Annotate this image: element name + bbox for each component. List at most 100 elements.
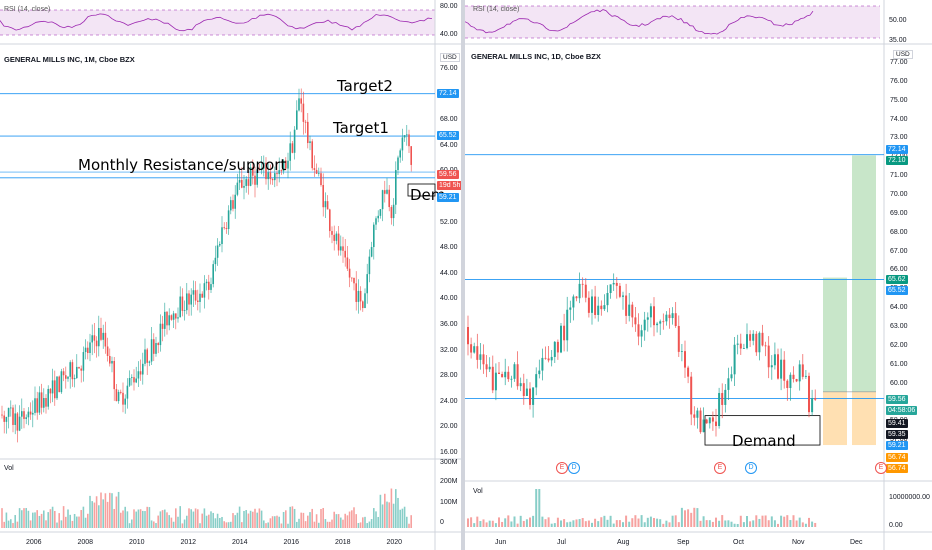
candle-body bbox=[186, 293, 188, 311]
candle-body bbox=[482, 354, 485, 365]
earnings-event-icon[interactable]: E bbox=[714, 462, 726, 474]
volume-bar bbox=[764, 515, 767, 527]
volume-bar bbox=[10, 519, 12, 528]
candle-body bbox=[615, 282, 618, 286]
volume-bar bbox=[285, 510, 287, 528]
earnings-event-icon[interactable]: E bbox=[875, 462, 887, 474]
candle-body bbox=[498, 372, 500, 375]
volume-bar bbox=[693, 507, 696, 527]
candle-body bbox=[256, 169, 258, 185]
volume-label[interactable]: Vol bbox=[473, 488, 483, 495]
candle-body bbox=[214, 257, 217, 265]
rsi-indicator-label[interactable]: RSI (14, close) bbox=[473, 6, 520, 13]
volume-bar bbox=[739, 515, 742, 527]
volume-bar bbox=[203, 508, 206, 528]
candle-body bbox=[541, 357, 544, 371]
candle-body bbox=[739, 343, 742, 349]
currency-label: USD bbox=[440, 53, 460, 62]
vol-axis-300m: 300M bbox=[440, 459, 458, 466]
candle-body bbox=[25, 417, 27, 419]
volume-bar bbox=[144, 511, 146, 528]
volume-bar bbox=[529, 517, 531, 527]
daily-chart-canvas[interactable] bbox=[465, 0, 932, 550]
candle-body bbox=[76, 366, 78, 379]
volume-label[interactable]: Vol bbox=[4, 465, 14, 472]
monthly-chart-panel[interactable]: RSI (14, close) 80.00 40.00 GENERAL MILL… bbox=[0, 0, 461, 550]
target2-annotation[interactable]: Target2 bbox=[337, 77, 393, 95]
panel-divider[interactable] bbox=[461, 0, 465, 550]
rsi-indicator-label[interactable]: RSI (14, close) bbox=[4, 6, 51, 13]
demand-annotation[interactable]: Dem bbox=[410, 186, 446, 204]
volume-bar bbox=[150, 520, 153, 528]
dividend-event-icon[interactable]: D bbox=[568, 462, 580, 474]
rsi-axis-80: 80.00 bbox=[440, 3, 458, 10]
candle-body bbox=[792, 374, 795, 380]
volume-bar bbox=[513, 516, 516, 527]
candle-body bbox=[65, 375, 67, 379]
candle-body bbox=[507, 371, 510, 380]
volume-bar bbox=[504, 518, 507, 527]
candle-body bbox=[155, 343, 157, 354]
demand-annotation[interactable]: Demand bbox=[732, 432, 796, 450]
volume-bar bbox=[501, 521, 504, 527]
candle-body bbox=[742, 348, 745, 349]
monthly-chart-canvas[interactable] bbox=[0, 0, 461, 550]
volume-bar bbox=[131, 519, 133, 528]
volume-bar bbox=[355, 514, 357, 528]
volume-bar bbox=[649, 516, 652, 527]
volume-bar bbox=[307, 515, 309, 528]
volume-bar bbox=[126, 511, 129, 528]
candle-body bbox=[177, 317, 179, 319]
volume-bar bbox=[274, 516, 276, 528]
candle-body bbox=[375, 218, 377, 225]
dividend-event-icon[interactable]: D bbox=[745, 462, 757, 474]
support-price-label: 59.21 bbox=[886, 441, 908, 450]
monthly-resistance-annotation[interactable]: Monthly Resistance/support bbox=[78, 156, 287, 174]
volume-bar bbox=[569, 521, 572, 527]
earnings-event-icon[interactable]: E bbox=[556, 462, 568, 474]
volume-bar bbox=[340, 517, 342, 528]
candle-body bbox=[87, 347, 89, 354]
candle-body bbox=[789, 374, 792, 389]
volume-bar bbox=[34, 512, 36, 528]
volume-bar bbox=[238, 506, 241, 528]
candle-body bbox=[563, 325, 566, 341]
candle-body bbox=[362, 301, 364, 309]
volume-bar bbox=[662, 523, 665, 527]
candle-body bbox=[594, 296, 597, 315]
candle-body bbox=[368, 256, 371, 275]
daily-chart-panel[interactable]: RSI (14, close) 50.00 35.00 GENERAL MILL… bbox=[465, 0, 932, 550]
rsi-axis-50: 50.00 bbox=[889, 17, 907, 24]
volume-bar bbox=[168, 515, 170, 528]
price-tick: 60.00 bbox=[890, 379, 908, 387]
volume-bar bbox=[5, 512, 8, 528]
volume-bar bbox=[14, 515, 16, 528]
volume-bar bbox=[792, 515, 795, 527]
volume-bar bbox=[282, 512, 285, 528]
volume-bar bbox=[252, 511, 254, 528]
volume-bar bbox=[45, 520, 47, 528]
volume-bar bbox=[498, 517, 500, 527]
volume-bar bbox=[696, 508, 699, 527]
candle-body bbox=[60, 371, 63, 393]
month-tick: Nov bbox=[792, 539, 805, 546]
volume-bar bbox=[84, 517, 87, 528]
volume-bar bbox=[216, 513, 219, 528]
volume-bar bbox=[401, 508, 404, 528]
price-tick: 77.00 bbox=[890, 59, 908, 66]
bar-countdown-label: 04:58:06 bbox=[886, 406, 918, 415]
candle-body bbox=[572, 296, 575, 308]
candle-body bbox=[649, 306, 652, 318]
volume-bar bbox=[795, 520, 798, 527]
volume-bar bbox=[488, 520, 491, 527]
target1-annotation[interactable]: Target1 bbox=[333, 119, 389, 137]
price-tick: 74.00 bbox=[890, 115, 908, 123]
price-tick: 32.00 bbox=[440, 346, 458, 354]
candle-body bbox=[62, 371, 65, 376]
long-position-loss-zone bbox=[823, 391, 847, 446]
volume-bar bbox=[320, 509, 322, 528]
volume-bar bbox=[584, 521, 587, 527]
month-tick: Sep bbox=[677, 539, 690, 546]
candle-body bbox=[560, 325, 562, 353]
candle-body bbox=[752, 333, 755, 341]
